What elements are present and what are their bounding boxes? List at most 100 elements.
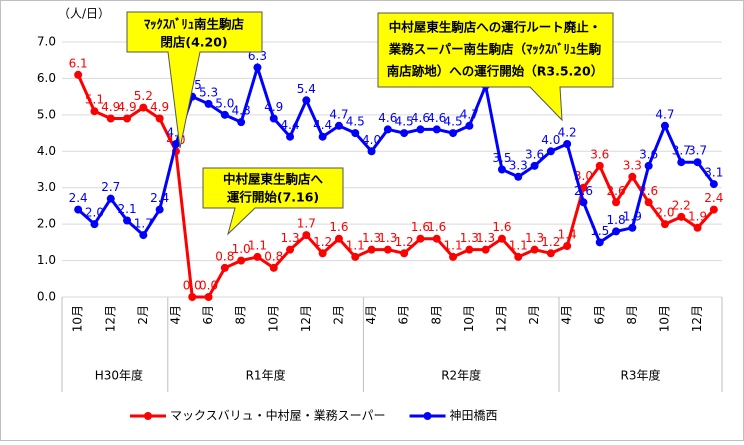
- x-tick-label: 8月: [625, 305, 639, 325]
- data-point: [139, 231, 148, 240]
- data-point: [74, 205, 83, 214]
- data-point: [563, 242, 572, 250]
- annotation-text: 閉店(4.20): [160, 35, 227, 50]
- data-label: 1.5: [590, 224, 609, 238]
- x-tick-label: 10月: [266, 305, 280, 332]
- data-label: 3.6: [590, 147, 609, 161]
- data-point: [220, 263, 229, 272]
- data-label: 2.4: [69, 191, 88, 205]
- group-label: R1年度: [246, 368, 286, 383]
- data-point: [693, 223, 702, 232]
- y-tick-label: 4.0: [37, 144, 56, 158]
- data-label: 1.3: [525, 231, 544, 245]
- group-label: R2年度: [441, 368, 481, 383]
- data-point: [497, 165, 506, 174]
- data-point: [416, 125, 425, 134]
- annotation-text: 南店跡地）への運行開始（R3.5.20）: [387, 64, 603, 79]
- callout-box: [377, 12, 614, 122]
- x-tick-label: 12月: [103, 305, 117, 332]
- data-label: 1.6: [329, 220, 348, 234]
- annotations: ﾏｯｸｽﾊﾞﾘｭ南生駒店 閉店(4.20) 中村屋東生駒店へ 運行開始(7.16…: [126, 11, 614, 236]
- data-label: 4.4: [313, 118, 332, 132]
- y-tick-label: 3.0: [37, 180, 56, 194]
- y-unit-label: （人/日）: [58, 7, 110, 21]
- data-label: 2.0: [85, 206, 104, 220]
- data-point: [465, 245, 474, 254]
- data-point: [628, 172, 637, 181]
- data-point: [612, 198, 621, 207]
- x-tick-label: 12月: [299, 305, 313, 332]
- data-point: [220, 110, 229, 119]
- data-label: 5.0: [215, 96, 234, 110]
- data-point: [644, 161, 653, 170]
- data-point: [432, 234, 441, 243]
- data-label: 6.1: [69, 56, 88, 70]
- data-label: 4.6: [411, 111, 430, 125]
- data-label: 1.2: [313, 235, 332, 249]
- data-label: 3.7: [672, 144, 691, 158]
- data-point: [237, 256, 246, 265]
- data-label: 1.1: [444, 238, 463, 252]
- annotation-text: 中村屋東生駒店へ: [223, 172, 324, 187]
- data-point: [302, 96, 311, 105]
- data-label: 1.7: [134, 217, 153, 231]
- callout-box: [202, 167, 344, 236]
- data-point: [400, 129, 409, 138]
- data-point: [204, 99, 213, 108]
- data-label: 0.0: [199, 279, 218, 293]
- data-point: [660, 121, 669, 130]
- data-point: [367, 147, 376, 156]
- data-point: [334, 234, 343, 243]
- data-point: [123, 216, 132, 225]
- data-label: 5.3: [199, 85, 218, 99]
- x-tick-label: 6月: [397, 305, 411, 325]
- data-point: [595, 238, 604, 247]
- x-tick-label: 2月: [527, 305, 541, 325]
- data-point: [318, 249, 327, 258]
- data-label: 2.4: [704, 191, 723, 205]
- x-tick-label: 6月: [201, 305, 215, 325]
- data-point: [269, 263, 278, 272]
- data-label: 4.0: [541, 133, 560, 147]
- y-tick-label: 5.0: [37, 107, 56, 121]
- data-point: [563, 140, 572, 148]
- data-point: [612, 227, 621, 236]
- data-point: [497, 234, 506, 243]
- data-point: [253, 63, 262, 72]
- data-label: 4.9: [101, 100, 120, 114]
- data-point: [579, 198, 588, 207]
- data-label: 5.4: [297, 82, 316, 96]
- group-label: H30年度: [95, 368, 143, 383]
- data-label: 3.3: [623, 158, 642, 172]
- data-point: [334, 121, 343, 130]
- data-label: 1.2: [541, 235, 560, 249]
- data-label: 3.7: [688, 144, 707, 158]
- y-tick-label: 7.0: [37, 35, 56, 49]
- data-point: [383, 245, 392, 254]
- data-point: [155, 114, 164, 123]
- data-label: 4.8: [232, 104, 251, 118]
- data-label: 1.0: [232, 242, 251, 256]
- data-point: [400, 249, 409, 258]
- data-label: 3.6: [639, 147, 658, 161]
- data-point: [253, 252, 262, 261]
- data-point: [269, 114, 278, 123]
- data-label: 4.6: [427, 111, 446, 125]
- annotation-text: 運行開始(7.16): [227, 190, 319, 205]
- group-label: R3年度: [621, 368, 661, 383]
- data-point: [302, 231, 311, 240]
- legend-marker: [144, 412, 152, 420]
- data-point: [481, 245, 490, 254]
- data-point: [188, 293, 197, 301]
- x-tick-label: 4月: [364, 305, 378, 325]
- data-label: 4.7: [329, 107, 348, 121]
- y-tick-label: 2.0: [37, 217, 56, 231]
- data-point: [416, 234, 425, 243]
- x-tick-label: 6月: [592, 305, 606, 325]
- data-point: [514, 252, 523, 261]
- data-point: [546, 147, 555, 156]
- data-label: 3.1: [704, 166, 723, 180]
- data-label: 0.8: [215, 249, 234, 263]
- data-label: 1.9: [623, 209, 642, 223]
- x-tick-label: 2月: [331, 305, 345, 325]
